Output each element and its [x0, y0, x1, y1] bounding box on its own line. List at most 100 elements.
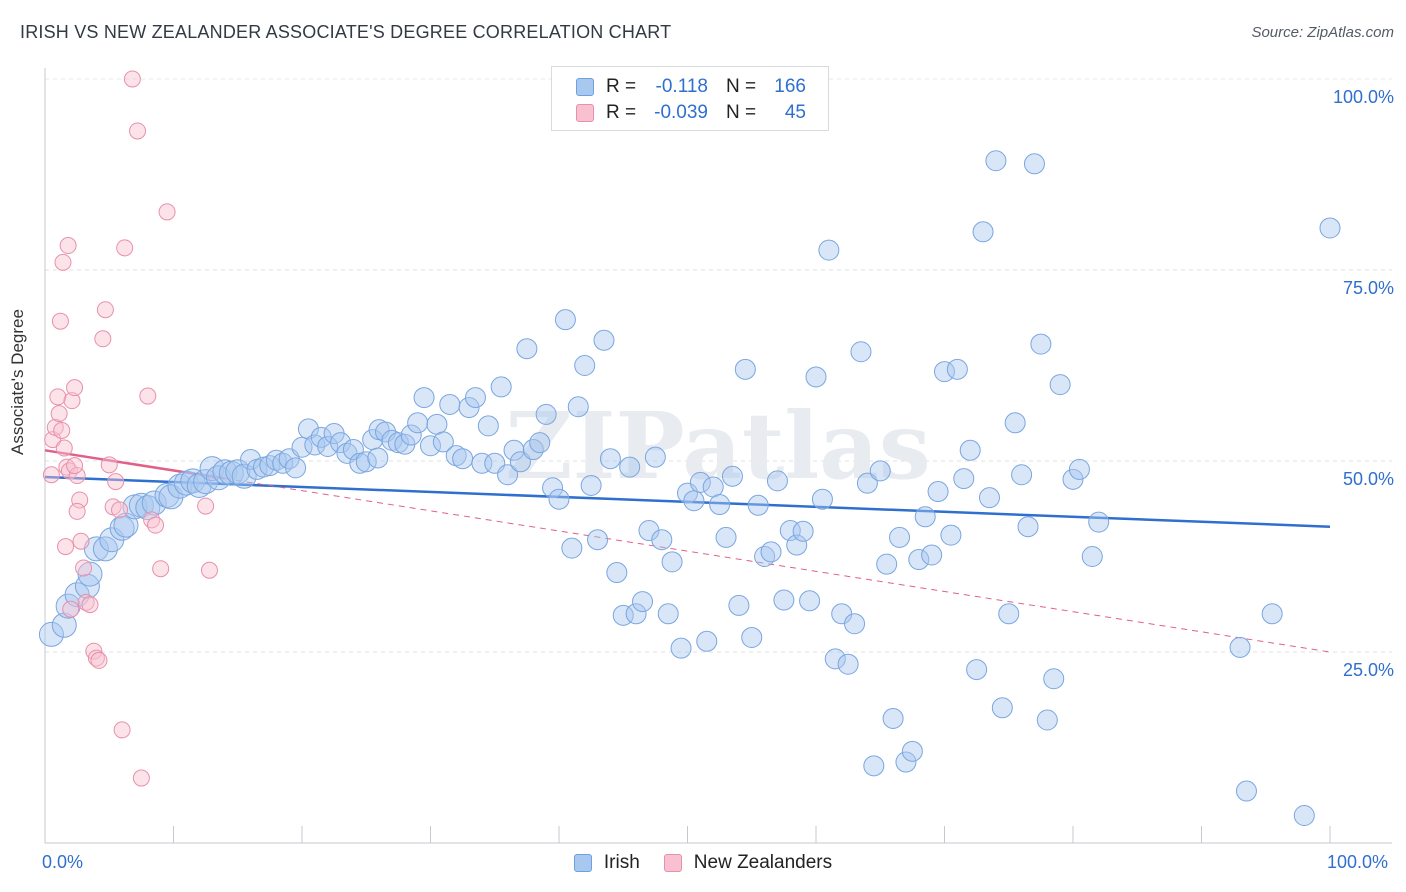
irish-point-149: [1011, 464, 1033, 486]
nz-point-15: [59, 237, 77, 255]
irish-point-46: [355, 451, 377, 473]
nz-point-23: [90, 651, 108, 669]
irish-point-115: [792, 520, 814, 542]
irish-point-116: [799, 590, 821, 612]
irish-point-35: [285, 457, 307, 479]
irish-point-136: [927, 481, 949, 503]
x-tick-left: 0.0%: [42, 852, 84, 872]
nz-point-0: [42, 466, 60, 484]
irish-point-79: [561, 537, 583, 559]
nz-point-14: [54, 253, 72, 271]
irish-point-58: [426, 413, 448, 435]
nz-point-31: [116, 239, 134, 257]
nz-point-16: [68, 502, 86, 520]
irish-point-152: [1030, 333, 1052, 355]
nz-point-43: [62, 600, 80, 618]
nz-point-40: [197, 497, 215, 515]
irish-point-145: [985, 150, 1007, 172]
nz-point-18: [75, 559, 93, 577]
irish-point-139: [946, 358, 968, 380]
irish-point-127: [869, 460, 891, 482]
bottom-legend-new-zealanders: New Zealanders: [663, 852, 832, 874]
irish-point-151: [1023, 153, 1045, 175]
nz-point-13: [51, 312, 69, 330]
irish-point-36: [291, 436, 313, 458]
legend-row-irish: R = -0.118 N = 166: [576, 74, 806, 100]
irish-point-77: [548, 488, 570, 510]
irish-point-95: [661, 551, 683, 573]
irish-point-147: [998, 603, 1020, 625]
irish-point-69: [497, 464, 519, 486]
irish-point-110: [760, 541, 782, 563]
irish-point-74: [529, 432, 551, 454]
nz-point-33: [129, 122, 147, 140]
nz-point-22: [87, 649, 105, 667]
irish-point-75: [535, 403, 557, 425]
watermark: ZIPatlas: [505, 392, 930, 500]
nz-point-24: [94, 330, 112, 348]
nz-point-4: [50, 405, 68, 423]
irish-point-62: [452, 448, 474, 470]
irish-point-22: [199, 456, 225, 482]
irish-point-52: [387, 432, 409, 454]
y-tick-100: 100.0%: [1332, 87, 1394, 107]
nz-point-39: [158, 203, 176, 221]
irish-point-83: [587, 529, 609, 551]
irish-point-157: [1068, 458, 1090, 480]
irish-point-140: [953, 468, 975, 490]
nz-point-29: [111, 501, 129, 519]
nz-point-37: [147, 516, 165, 534]
irish-point-106: [734, 358, 756, 380]
irish-point-13: [135, 495, 161, 521]
irish-point-102: [709, 494, 731, 516]
irish-point-90: [632, 591, 654, 613]
grid-lines: [45, 78, 1392, 653]
irish-point-117: [805, 366, 827, 388]
irish-point-59: [432, 431, 454, 453]
irish-point-98: [683, 490, 705, 512]
y-axis-label: Associate's Degree: [8, 309, 27, 455]
irish-point-99: [689, 471, 711, 493]
nz-point-42: [57, 538, 75, 556]
irish-point-101: [702, 476, 724, 498]
irish-point-56: [413, 387, 435, 409]
legend-box: R = -0.118 N = 166 R = -0.039 N = 45: [551, 66, 829, 131]
nz-point-5: [53, 421, 71, 439]
irish-point-156: [1062, 468, 1084, 490]
irish-point-158: [1081, 546, 1103, 567]
nz-point-25: [96, 301, 114, 319]
y-tick-75: 75.0%: [1342, 278, 1394, 298]
irish-point-37: [297, 418, 319, 440]
nz-point-10: [66, 379, 84, 397]
bottom-legend-swatch-new-zealanders: [663, 854, 682, 872]
irish-point-92: [644, 446, 666, 468]
irish-point-119: [818, 239, 840, 261]
irish-point-84: [593, 329, 615, 351]
bottom-legend-irish: Irish: [573, 852, 640, 874]
legend-row-new-zealanders: R = -0.039 N = 45: [576, 100, 806, 126]
irish-point-78: [554, 309, 576, 331]
irish-point-108: [747, 494, 769, 516]
irish-point-164: [1319, 217, 1341, 239]
irish-point-89: [625, 603, 647, 625]
irish-point-93: [651, 529, 673, 551]
nz-point-35: [139, 387, 157, 405]
irish-point-14: [141, 490, 167, 516]
chart-title: IRISH VS NEW ZEALANDER ASSOCIATE'S DEGRE…: [20, 22, 672, 42]
irish-point-40: [317, 435, 339, 457]
irish-point-154: [1043, 668, 1065, 690]
irish-point-54: [400, 424, 422, 446]
irish-point-122: [837, 653, 859, 675]
irish-point-85: [599, 448, 621, 470]
irish-point-133: [908, 549, 930, 571]
irish-point-9: [109, 515, 135, 541]
irish-point-103: [715, 526, 737, 548]
irish-point-42: [330, 432, 352, 454]
nz-point-34: [132, 769, 150, 787]
irish-point-160: [1229, 636, 1251, 658]
irish-point-161: [1235, 780, 1257, 802]
legend-r-label: R =: [606, 102, 637, 123]
irish-point-125: [856, 472, 878, 494]
irish-point-76: [542, 477, 564, 499]
nz-point-3: [49, 388, 67, 406]
